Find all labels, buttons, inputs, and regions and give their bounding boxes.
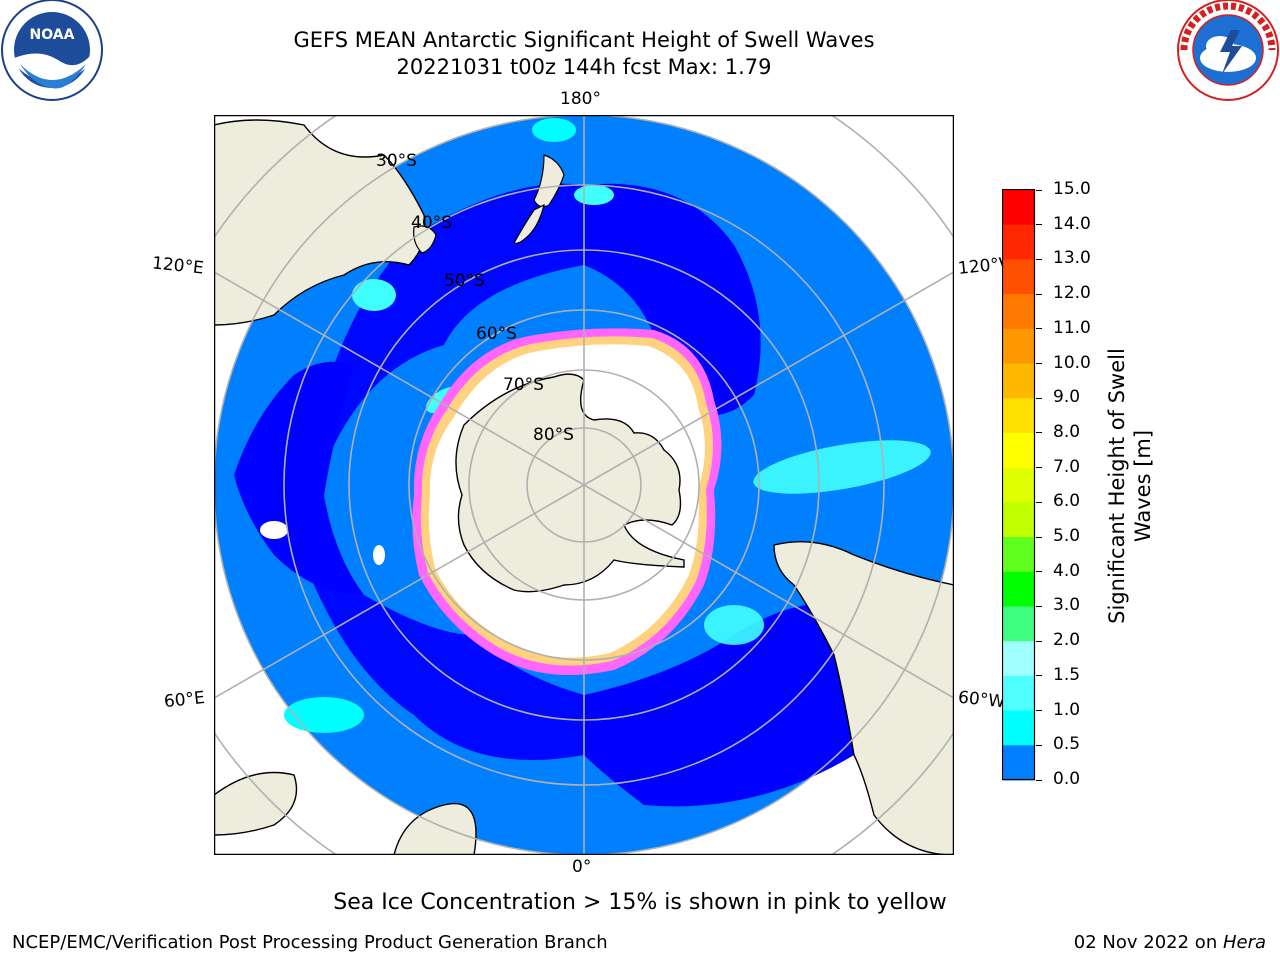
colorbar-cell bbox=[1003, 432, 1035, 469]
colorbar-tick-mark bbox=[1036, 224, 1042, 226]
colorbar-tick-mark bbox=[1036, 710, 1042, 712]
colorbar-cell bbox=[1003, 467, 1035, 503]
colorbar-tick-mark bbox=[1036, 467, 1042, 469]
colorbar-cell bbox=[1003, 606, 1035, 642]
colorbar-cell bbox=[1003, 745, 1035, 781]
colorbar-cell bbox=[1003, 294, 1035, 330]
colorbar-tick-mark bbox=[1036, 328, 1042, 330]
colorbar-tick-mark bbox=[1036, 779, 1042, 781]
footer-date-text: 02 Nov 2022 on bbox=[1073, 932, 1223, 953]
colorbar-cell bbox=[1003, 710, 1035, 746]
colorbar-tick-label: 15.0 bbox=[1053, 179, 1091, 199]
colorbar-tick-label: 0.0 bbox=[1053, 769, 1081, 789]
colorbar-tick-mark bbox=[1036, 432, 1042, 434]
colorbar-tick-label: 14.0 bbox=[1053, 213, 1091, 234]
colorbar-tick-mark bbox=[1036, 605, 1042, 607]
colorbar-tick-mark bbox=[1036, 363, 1042, 365]
lon-label-60w: 60°W bbox=[957, 687, 1006, 713]
colorbar bbox=[1002, 189, 1036, 781]
lat-label-30s: 30°S bbox=[376, 151, 417, 171]
madagascar-region bbox=[214, 771, 298, 836]
colorbar-tick-label: 0.5 bbox=[1053, 734, 1081, 755]
caption: Sea Ice Concentration > 15% is shown in … bbox=[333, 890, 947, 915]
colorbar-tick-mark bbox=[1036, 536, 1042, 538]
colorbar-cell bbox=[1003, 641, 1035, 677]
colorbar-cell bbox=[1003, 675, 1035, 712]
colorbar-tick-mark bbox=[1036, 258, 1042, 260]
lat-label-60s: 60°S bbox=[476, 324, 517, 344]
colorbar-tick-label: 3.0 bbox=[1053, 595, 1081, 616]
colorbar-tick-mark bbox=[1036, 189, 1042, 191]
footer-machine: Hera bbox=[1222, 932, 1266, 953]
colorbar-cell bbox=[1003, 398, 1035, 434]
colorbar-tick-mark bbox=[1036, 744, 1042, 746]
colorbar-tick-label: 12.0 bbox=[1053, 283, 1091, 304]
antarctica bbox=[455, 373, 685, 593]
colorbar-cell bbox=[1003, 259, 1035, 295]
colorbar-tick-label: 1.0 bbox=[1053, 699, 1081, 720]
noaa-logo-text: NOAA bbox=[30, 27, 75, 43]
colorbar-cell bbox=[1003, 502, 1035, 538]
colorbar-label-line-2: Waves [m] bbox=[1131, 429, 1155, 543]
lat-label-50s: 50°S bbox=[444, 271, 485, 291]
colorbar-tick-label: 4.0 bbox=[1053, 560, 1081, 581]
map-frame bbox=[214, 115, 954, 855]
lat-label-40s: 40°S bbox=[411, 213, 452, 233]
colorbar-tick-mark bbox=[1036, 501, 1042, 503]
colorbar-tick-mark bbox=[1036, 293, 1042, 295]
colorbar-tick-label: 1.5 bbox=[1053, 664, 1081, 685]
colorbar-cell bbox=[1003, 328, 1035, 365]
colorbar-label-line-1: Significant Height of Swell bbox=[1105, 348, 1129, 624]
colorbar-cell bbox=[1003, 571, 1035, 607]
lat-label-80s: 80°S bbox=[533, 425, 574, 445]
meridians bbox=[214, 115, 954, 855]
colorbar-tick-mark bbox=[1036, 640, 1042, 642]
lon-label-180: 180° bbox=[560, 89, 601, 109]
colorbar-cell bbox=[1003, 363, 1035, 399]
title-line-2: 20221031 t00z 144h fcst Max: 1.79 bbox=[396, 55, 772, 79]
colorbar-tick-mark bbox=[1036, 397, 1042, 399]
footer-date: 02 Nov 2022 on Hera bbox=[1074, 932, 1266, 953]
colorbar-tick-label: 2.0 bbox=[1053, 630, 1081, 651]
noaa-logo: NOAA bbox=[1, 0, 103, 101]
lat-label-70s: 70°S bbox=[503, 375, 544, 395]
colorbar-cell bbox=[1003, 190, 1035, 226]
colorbar-tick-label: 11.0 bbox=[1053, 317, 1091, 338]
colorbar-tick-label: 10.0 bbox=[1053, 352, 1091, 373]
africa bbox=[393, 803, 477, 855]
colorbar-tick-mark bbox=[1036, 571, 1042, 573]
nws-logo bbox=[1177, 0, 1279, 101]
colorbar-tick-label: 7.0 bbox=[1053, 456, 1081, 477]
colorbar-cell bbox=[1003, 537, 1035, 573]
footer-branch: NCEP/EMC/Verification Post Processing Pr… bbox=[12, 932, 608, 953]
colorbar-tick-label: 6.0 bbox=[1053, 491, 1081, 512]
polar-map bbox=[214, 115, 954, 855]
colorbar-tick-label: 8.0 bbox=[1053, 421, 1081, 442]
chart-title: GEFS MEAN Antarctic Significant Height o… bbox=[180, 27, 988, 81]
colorbar-tick-label: 13.0 bbox=[1053, 248, 1091, 269]
colorbar-tick-mark bbox=[1036, 675, 1042, 677]
colorbar-tick-label: 9.0 bbox=[1053, 387, 1081, 408]
colorbar-cell bbox=[1003, 224, 1035, 260]
lon-label-120e: 120°E bbox=[151, 253, 205, 279]
colorbar-tick-label: 5.0 bbox=[1053, 526, 1081, 547]
title-line-1: GEFS MEAN Antarctic Significant Height o… bbox=[293, 28, 875, 52]
lon-label-60e: 60°E bbox=[163, 687, 206, 713]
colorbar-label: Significant Height of Swell Waves [m] bbox=[1102, 296, 1158, 676]
lon-label-0: 0° bbox=[572, 857, 592, 877]
